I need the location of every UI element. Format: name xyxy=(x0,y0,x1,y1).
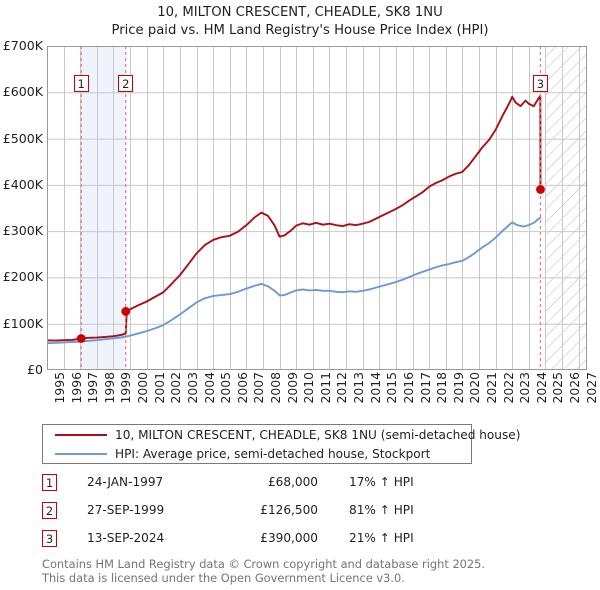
x-axis-tick-label: 2009 xyxy=(284,372,300,404)
sale-price: £390,000 xyxy=(260,531,318,545)
x-axis-tick-label: 2027 xyxy=(583,372,599,404)
x-axis-tick-label: 2016 xyxy=(400,372,416,404)
sale-price: £68,000 xyxy=(267,475,318,489)
x-axis-tick-label: 2004 xyxy=(201,372,217,404)
x-axis-tick-label: 2008 xyxy=(268,372,283,404)
y-axis-tick-label: £0 xyxy=(26,362,43,377)
x-axis-tick-label: 2000 xyxy=(135,372,151,404)
sale-price: £126,500 xyxy=(260,503,318,517)
x-axis-tick-label: 2018 xyxy=(434,372,450,404)
copyright-footer: Contains HM Land Registry data © Crown c… xyxy=(42,557,562,585)
x-axis-tick-label: 2002 xyxy=(168,372,184,404)
x-axis-tick-label: 1997 xyxy=(85,372,101,404)
x-axis-tick-label: 2013 xyxy=(351,372,367,404)
x-axis-tick-label: 2021 xyxy=(484,372,499,404)
y-axis-tick-label: £400K xyxy=(2,176,43,192)
future-hatched-region xyxy=(544,46,587,370)
sale-marker-2[interactable]: 2 xyxy=(118,75,134,92)
sale-date: 24-JAN-1997 xyxy=(87,475,164,489)
x-axis-tick-label: 2019 xyxy=(450,372,466,404)
x-axis-tick-label: 1995 xyxy=(52,372,67,404)
price-history-line-chart xyxy=(47,46,587,370)
y-axis-tick-label: £300K xyxy=(2,223,43,239)
chart-gridlines xyxy=(47,46,587,370)
x-axis-tick-label: 2026 xyxy=(567,372,583,404)
sale-marker-3[interactable]: 3 xyxy=(532,75,548,92)
x-axis-tick-label: 2007 xyxy=(251,372,267,404)
footer-line-2: This data is licensed under the Open Gov… xyxy=(42,570,405,585)
row-marker-badge: 3 xyxy=(42,530,57,547)
sale-date: 13-SEP-2024 xyxy=(87,531,165,545)
sale-date: 27-SEP-1999 xyxy=(87,503,165,517)
title-block: 10, MILTON CRESCENT, CHEADLE, SK8 1NU Pr… xyxy=(0,4,600,40)
chart-legend: 10, MILTON CRESCENT, CHEADLE, SK8 1NU (s… xyxy=(42,424,520,464)
legend-label: 10, MILTON CRESCENT, CHEADLE, SK8 1NU (s… xyxy=(115,428,521,442)
legend-label: HPI: Average price, semi-detached house,… xyxy=(115,447,431,461)
x-axis-tick-label: 2012 xyxy=(334,372,350,404)
y-axis-tick-label: £200K xyxy=(2,269,43,285)
y-axis-labels: £0 £100K £200K £300K £400K £500K £600K £700K xyxy=(0,39,43,376)
page-title: 10, MILTON CRESCENT, CHEADLE, SK8 1NU xyxy=(157,5,443,20)
transactions-table: 1 24-JAN-1997 £68,000 17% ↑ HPI 2 27-SEP-1999… xyxy=(42,472,512,556)
y-axis-tick-label: £500K xyxy=(2,130,43,146)
table-row: 1 24-JAN-1997 £68,000 17% ↑ HPI xyxy=(42,472,512,500)
page-subtitle: Price paid vs. HM Land Registry's House … xyxy=(111,23,489,38)
x-axis-tick-label: 2005 xyxy=(218,372,234,404)
x-axis-tick-label: 1998 xyxy=(101,372,117,404)
x-axis-tick-label: 2017 xyxy=(417,372,433,404)
table-row: 3 13-SEP-2024 £390,000 21% ↑ HPI xyxy=(42,528,512,556)
row-marker-badge: 1 xyxy=(42,474,57,491)
x-axis-tick-label: 2020 xyxy=(467,372,483,404)
x-axis-tick-label: 2025 xyxy=(550,372,566,404)
sale-marker-1[interactable]: 1 xyxy=(73,75,89,92)
x-axis-tick-label: 2022 xyxy=(500,372,516,404)
y-axis-tick-label: £100K xyxy=(2,315,43,331)
x-axis-tick-label: 1999 xyxy=(118,372,134,404)
sale-price-points xyxy=(76,185,545,343)
plot-border xyxy=(47,46,587,370)
x-axis-tick-label: 2001 xyxy=(151,372,167,404)
legend-color-swatch xyxy=(55,434,107,436)
legend-color-swatch xyxy=(55,453,107,455)
x-axis-tick-label: 1996 xyxy=(68,372,84,404)
hpi-delta: 81% ↑ HPI xyxy=(349,503,414,517)
chart-series-lines xyxy=(47,95,542,345)
chart-plot-area: 1 2 3 xyxy=(47,46,587,370)
y-axis-tick-label: £600K xyxy=(2,84,43,100)
x-axis-tick-label: 2014 xyxy=(367,372,383,404)
legend-item: 10, MILTON CRESCENT, CHEADLE, SK8 1NU (s… xyxy=(43,426,520,445)
x-axis-tick-label: 2010 xyxy=(301,372,317,404)
x-axis-tick-label: 2003 xyxy=(184,372,200,404)
footer-line-1: Contains HM Land Registry data © Crown c… xyxy=(42,557,486,571)
x-axis-tick-label: 2006 xyxy=(234,372,250,404)
x-axis-tick-label: 2011 xyxy=(317,372,333,404)
x-axis-labels: 1995 1996 1997 1998 1999 2000 2001 2002 2003 2004… xyxy=(47,372,599,414)
y-axis-tick-label: £700K xyxy=(2,38,43,53)
x-axis-tick-label: 2024 xyxy=(533,372,549,404)
hpi-delta: 21% ↑ HPI xyxy=(349,531,414,545)
table-row: 2 27-SEP-1999 £126,500 81% ↑ HPI xyxy=(42,500,512,528)
highlight-band xyxy=(81,46,126,370)
row-marker-badge: 2 xyxy=(42,502,57,519)
sale-event-vertical-lines xyxy=(80,46,542,370)
hpi-delta: 17% ↑ HPI xyxy=(349,475,414,489)
x-axis-tick-label: 2015 xyxy=(384,372,400,404)
legend-item: HPI: Average price, semi-detached house,… xyxy=(43,445,471,464)
x-axis-tick-label: 2023 xyxy=(517,372,533,404)
